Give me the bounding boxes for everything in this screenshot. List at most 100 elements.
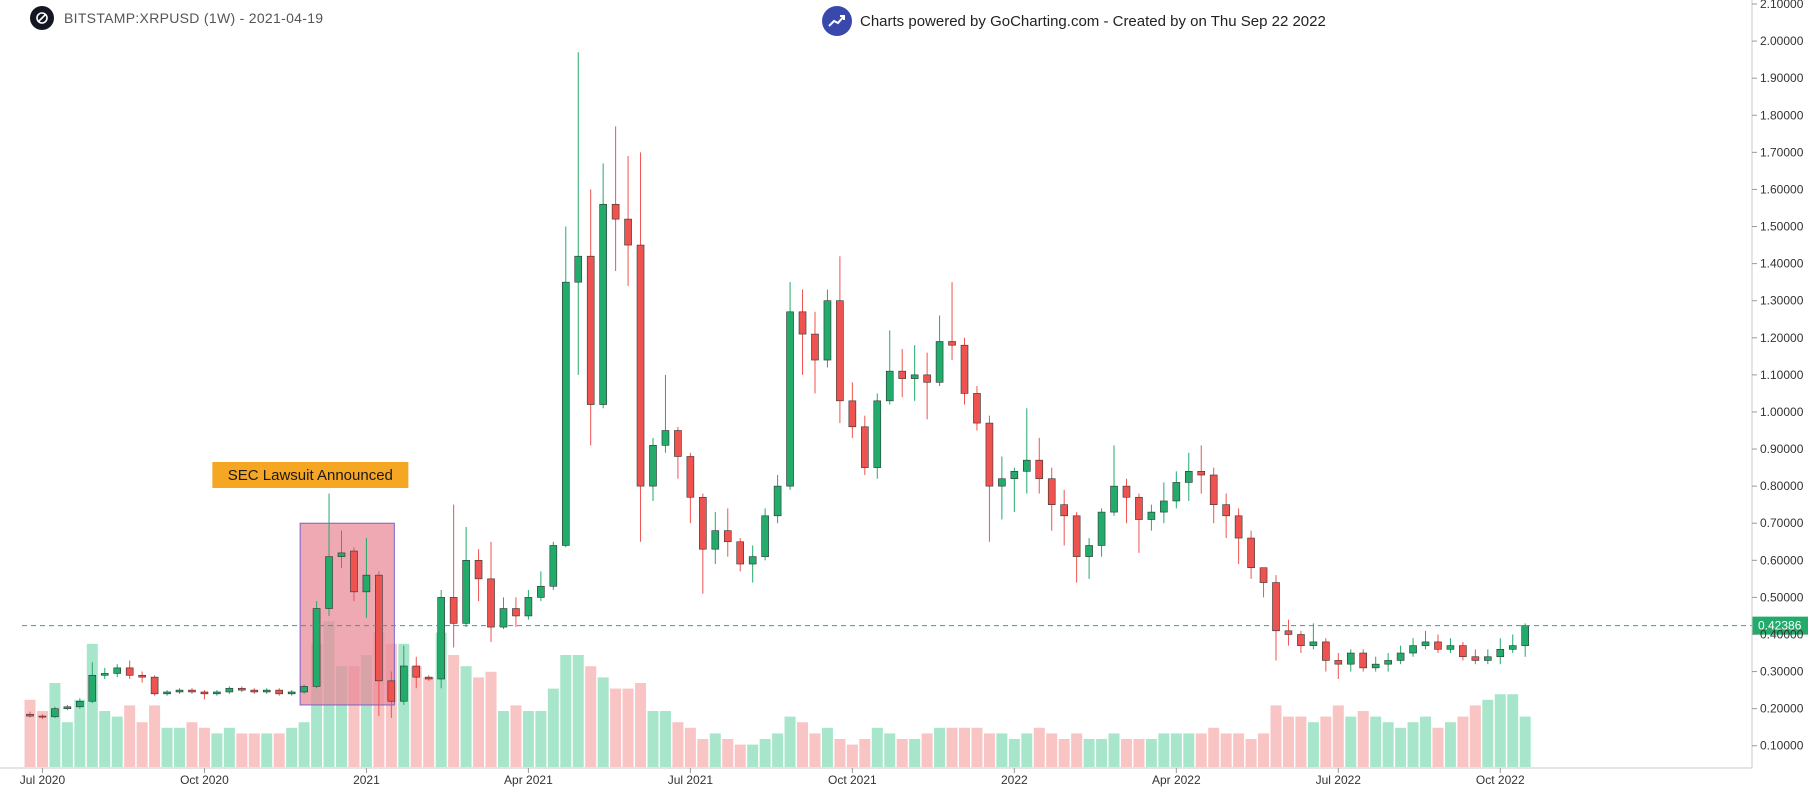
volume-bar [36, 711, 48, 767]
volume-bar [1382, 722, 1394, 767]
candle-up [786, 311, 794, 487]
candle-up [262, 689, 271, 693]
volume-bar [809, 733, 821, 767]
volume-bar [996, 733, 1008, 767]
volume-bar [161, 727, 173, 767]
volume-bar [1444, 722, 1456, 767]
candle-up [910, 374, 919, 379]
price-line-layer: 0.42386 [22, 616, 1808, 635]
volume-bar [286, 727, 298, 767]
candle-down [424, 676, 433, 680]
candle-down [1284, 630, 1293, 635]
candle-down [686, 456, 695, 498]
x-tick-label: Oct 2022 [1476, 773, 1525, 787]
volume-bar [1370, 716, 1382, 767]
candle-down [1359, 652, 1368, 669]
x-tick-label: Jul 2022 [1316, 773, 1362, 787]
candle-down [923, 374, 931, 383]
candle-up [1110, 485, 1118, 513]
annotation-label: SEC Lawsuit Announced [228, 467, 393, 484]
candle-down [611, 203, 620, 220]
candle-up [773, 485, 782, 517]
annotation-layer: SEC Lawsuit Announced [212, 462, 409, 488]
candle-up [1160, 500, 1168, 513]
last-price-tag [1752, 616, 1808, 635]
candle-up [63, 706, 72, 709]
volume-bar [1245, 739, 1257, 767]
volume-bar [597, 677, 609, 767]
volume-bar [722, 739, 734, 767]
candle-down [38, 715, 47, 718]
volume-bar [398, 643, 410, 767]
candle-up [1521, 625, 1529, 646]
volume-bar [1282, 716, 1294, 767]
volume-bar [473, 677, 485, 767]
candle-up [549, 545, 558, 587]
candle-down [1459, 645, 1467, 658]
y-tick-label: 0.70000 [1760, 516, 1804, 530]
volume-bar [946, 727, 958, 767]
candle-down [449, 597, 458, 624]
candle-up [163, 691, 171, 695]
candle-down [1322, 641, 1330, 661]
candle-up [337, 552, 346, 557]
candle-up [300, 686, 308, 693]
volume-bar [86, 643, 98, 767]
candle-up [325, 556, 333, 609]
candle-down [474, 560, 483, 580]
volume-bar [1170, 733, 1182, 767]
candle-down [1122, 485, 1131, 498]
candle-down [1297, 634, 1305, 646]
volume-bar [423, 677, 435, 767]
y-tick-label: 0.60000 [1760, 553, 1804, 567]
candle-down [1272, 582, 1280, 632]
trend-chart-icon [822, 6, 852, 36]
x-tick-label: 2022 [1001, 773, 1028, 787]
volume-bar [1033, 727, 1045, 767]
candle-down [898, 370, 907, 379]
volume-bar [510, 705, 522, 767]
volume-bar [1046, 733, 1058, 767]
volume-bar [1295, 716, 1307, 767]
volume-bar [435, 632, 447, 767]
candle-down [836, 300, 844, 402]
y-tick-label: 2.00000 [1760, 34, 1804, 48]
candle-up [873, 400, 882, 468]
candle-down [699, 496, 707, 550]
volume-bar [149, 705, 161, 767]
candle-up [175, 689, 184, 693]
volume-bar [734, 744, 746, 767]
candle-down [1259, 567, 1268, 583]
candle-down [636, 244, 645, 487]
candle-up [1446, 645, 1455, 650]
candle-down [200, 691, 209, 695]
candle-up [748, 556, 757, 565]
volume-bar [360, 655, 372, 767]
candle-up [561, 281, 570, 546]
candle-up [661, 430, 670, 446]
candle-up [1396, 652, 1405, 661]
volume-bar [460, 666, 472, 767]
x-tick-label: Oct 2020 [180, 773, 229, 787]
volume-bar [896, 739, 908, 767]
candle-down [1334, 660, 1343, 665]
candle-down [1072, 515, 1081, 557]
symbol-label: BITSTAMP:XRPUSD (1W) - 2021-04-19 [64, 10, 324, 26]
volume-bar [983, 733, 995, 767]
volume-bar [971, 727, 983, 767]
candle-up [1421, 641, 1430, 646]
candle-up [312, 608, 321, 687]
volume-bar [1195, 733, 1207, 767]
volume-bar [560, 655, 572, 767]
candle-up [761, 515, 769, 557]
volume-bar [921, 733, 933, 767]
candle-down [275, 689, 284, 695]
y-tick-label: 0.50000 [1760, 590, 1804, 604]
candle-up [537, 585, 545, 598]
volume-bar [797, 722, 809, 767]
candle-down [412, 665, 421, 678]
volume-bar [198, 727, 210, 767]
x-tick-label: Oct 2021 [828, 773, 877, 787]
volume-bar [1395, 727, 1407, 767]
